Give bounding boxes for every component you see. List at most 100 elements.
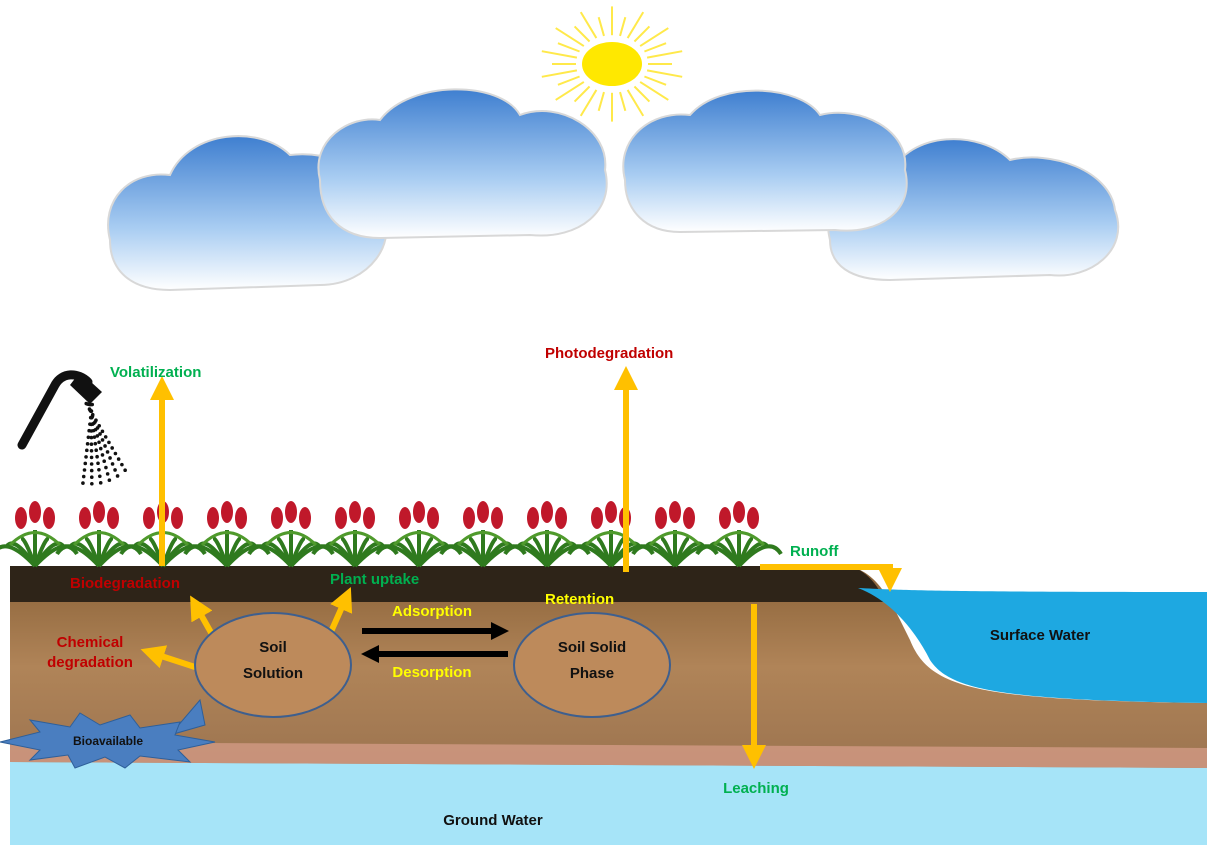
water-drop	[87, 435, 91, 439]
label: Leaching	[723, 780, 789, 797]
flower	[527, 507, 539, 529]
flower	[605, 501, 617, 523]
sun-ray	[634, 26, 649, 41]
flower	[413, 501, 425, 523]
water-drop	[104, 435, 108, 439]
plant	[441, 501, 525, 566]
water-drop	[101, 453, 105, 457]
water-drop	[85, 449, 89, 453]
sun-ray	[575, 26, 590, 41]
label: Biodegradation	[70, 575, 180, 592]
ground-water	[10, 755, 1207, 845]
label: Adsorption	[392, 603, 472, 620]
plant	[697, 501, 781, 566]
label: Ground Water	[443, 812, 543, 829]
flower	[541, 501, 553, 523]
flower	[15, 507, 27, 529]
sun-ray	[647, 70, 682, 76]
flower	[79, 507, 91, 529]
water-drop	[90, 442, 94, 446]
flower	[349, 501, 361, 523]
flower	[363, 507, 375, 529]
flower	[93, 501, 105, 523]
flower	[655, 507, 667, 529]
water-drop	[83, 468, 87, 472]
sun-ray	[599, 92, 604, 111]
water-drop	[89, 416, 93, 420]
water-drop	[93, 435, 97, 439]
sun-ray	[558, 76, 580, 84]
water-drop	[108, 478, 112, 482]
sun-ray	[575, 87, 590, 102]
water-drop	[104, 466, 108, 470]
flower	[683, 507, 695, 529]
water-drop	[90, 403, 94, 407]
flower	[491, 507, 503, 529]
water-drop	[90, 475, 94, 479]
water-drop	[83, 462, 87, 466]
flower	[555, 507, 567, 529]
label: degradation	[47, 654, 133, 671]
sun-ray	[542, 70, 577, 76]
label: Chemical	[57, 634, 124, 651]
flower	[43, 507, 55, 529]
sun-ray	[620, 17, 625, 36]
flower	[477, 501, 489, 523]
flower	[733, 501, 745, 523]
plants	[0, 501, 781, 566]
flower	[221, 501, 233, 523]
sun-ray	[599, 17, 604, 36]
flower	[719, 507, 731, 529]
water-drop	[106, 472, 110, 476]
flower	[463, 507, 475, 529]
water-drop	[106, 450, 110, 454]
label: Photodegradation	[545, 345, 673, 362]
water-drop	[90, 409, 94, 413]
flower	[207, 507, 219, 529]
water-drop	[86, 442, 90, 446]
plant	[249, 501, 333, 566]
label: Phase	[570, 665, 614, 682]
water-drop	[81, 481, 85, 485]
water-drop	[90, 482, 94, 486]
water-drop	[108, 456, 112, 460]
flower	[235, 507, 247, 529]
flower	[747, 507, 759, 529]
flower	[591, 507, 603, 529]
plant	[57, 501, 141, 566]
water-drop	[102, 459, 106, 463]
plant	[377, 501, 461, 566]
flower	[399, 507, 411, 529]
sun-ray	[620, 92, 625, 111]
water-drop	[95, 455, 99, 459]
clouds	[108, 89, 1118, 290]
sun-ray	[634, 87, 649, 102]
water-drop	[114, 452, 118, 456]
plant	[505, 501, 589, 566]
flower	[285, 501, 297, 523]
flower	[107, 507, 119, 529]
water-drop	[90, 456, 94, 460]
sun	[542, 6, 682, 121]
flower	[29, 501, 41, 523]
water-drop	[88, 422, 92, 426]
water-drop	[94, 442, 98, 446]
water-drop	[87, 429, 91, 433]
water-drop	[90, 462, 94, 466]
label: Runoff	[790, 543, 839, 560]
water-drop	[98, 475, 102, 479]
water-drop	[90, 469, 94, 473]
water-drop	[123, 468, 127, 472]
water-drop	[82, 475, 86, 479]
water-drop	[117, 457, 121, 461]
water-drop	[101, 430, 105, 434]
water-drop	[116, 474, 120, 478]
label: Volatilization	[110, 364, 201, 381]
plant	[569, 501, 653, 566]
water-drop	[94, 448, 98, 452]
water-drop	[97, 440, 101, 444]
label: Surface Water	[990, 627, 1090, 644]
plant	[313, 501, 397, 566]
plant	[185, 501, 269, 566]
label: Desorption	[392, 664, 471, 681]
